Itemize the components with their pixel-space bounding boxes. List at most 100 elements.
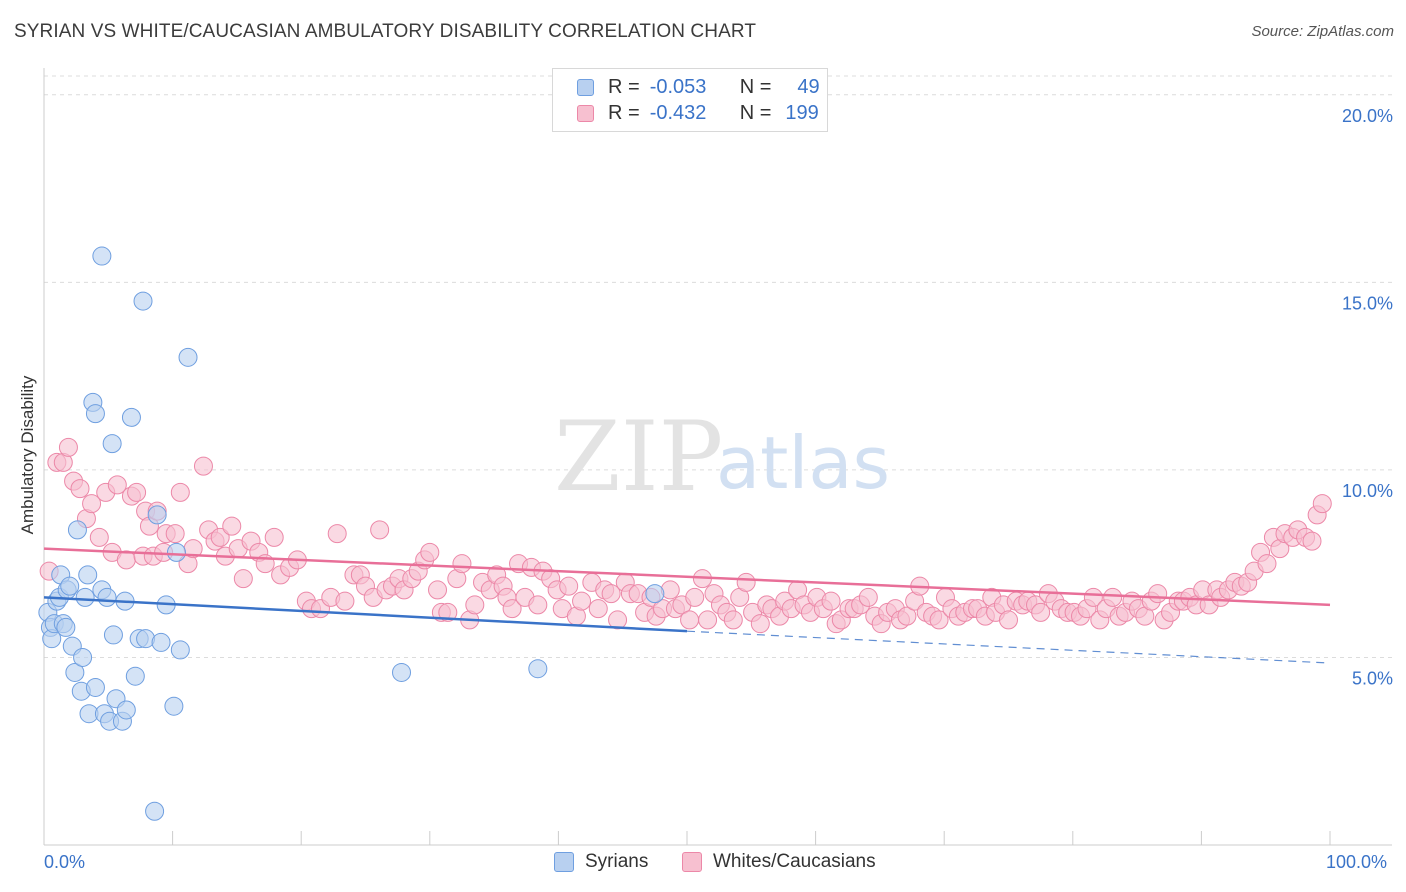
y-tick-label: 10.0% bbox=[1342, 481, 1393, 501]
legend-label-syrians: Syrians bbox=[585, 851, 649, 872]
series-legend: Syrians Whites/Caucasians bbox=[0, 851, 1406, 877]
syrian-point bbox=[125, 666, 145, 686]
syrian-point bbox=[85, 404, 105, 424]
syrian-point bbox=[116, 700, 136, 720]
white-point bbox=[1083, 587, 1103, 607]
legend-label-whites: Whites/Caucasians bbox=[713, 851, 876, 872]
syrian-point bbox=[528, 659, 548, 679]
syrian-point bbox=[147, 505, 167, 525]
white-point bbox=[1302, 531, 1322, 551]
white-point bbox=[58, 437, 78, 457]
legend-row-syrians: R = -0.053 N = 49 bbox=[577, 75, 820, 99]
x-tick-label-min: 0.0% bbox=[44, 852, 86, 872]
white-point bbox=[1312, 494, 1332, 514]
x-tick-label-max: 100.0% bbox=[1326, 852, 1388, 872]
correlation-legend: R = -0.053 N = 49 R = -0.432 N = 199 bbox=[552, 68, 828, 132]
white-point bbox=[736, 572, 756, 592]
white-point bbox=[1103, 587, 1123, 607]
syrian-point bbox=[151, 632, 171, 652]
legend-item-syrians: Syrians bbox=[554, 851, 648, 873]
white-point bbox=[1148, 584, 1168, 604]
white-point bbox=[897, 606, 917, 626]
trend-lines bbox=[43, 547, 1331, 664]
syrian-point bbox=[178, 347, 198, 367]
white-point bbox=[370, 520, 390, 540]
syrian-point bbox=[133, 291, 153, 311]
white-point bbox=[559, 576, 579, 596]
white-point bbox=[608, 610, 628, 630]
white-point bbox=[572, 591, 592, 611]
chart-title: SYRIAN VS WHITE/CAUCASIAN AMBULATORY DIS… bbox=[14, 21, 757, 42]
white-point bbox=[723, 610, 743, 630]
syrian-points bbox=[38, 246, 665, 821]
legend-r-label: R = bbox=[608, 101, 640, 124]
legend-item-whites: Whites/Caucasians bbox=[682, 851, 876, 873]
syrian-point bbox=[73, 647, 93, 667]
legend-r-label: R = bbox=[608, 75, 640, 98]
white-point bbox=[127, 482, 147, 502]
white-point bbox=[1031, 602, 1051, 622]
white-point bbox=[528, 595, 548, 615]
white-point bbox=[70, 479, 90, 499]
syrian-point bbox=[65, 662, 85, 682]
white-point bbox=[588, 599, 608, 619]
syrian-trend-extension bbox=[686, 630, 1331, 664]
white-point bbox=[1257, 554, 1277, 574]
y-tick-label: 15.0% bbox=[1342, 293, 1393, 313]
white-point bbox=[929, 610, 949, 630]
legend-n-label: N = bbox=[739, 75, 772, 98]
white-point bbox=[89, 527, 109, 547]
syrian-swatch bbox=[577, 78, 594, 96]
white-point bbox=[82, 494, 102, 514]
source-label: Source: ZipAtlas.com bbox=[1251, 23, 1394, 40]
white-point bbox=[999, 610, 1018, 630]
watermark: ZIP atlas bbox=[554, 401, 890, 513]
syrian-point bbox=[645, 584, 665, 604]
watermark-atlas: atlas bbox=[716, 421, 890, 505]
white-point bbox=[335, 591, 355, 611]
legend-n-value: 49 bbox=[797, 75, 820, 98]
white-point bbox=[107, 475, 127, 495]
white-point bbox=[428, 580, 448, 600]
syrian-point bbox=[67, 520, 87, 540]
white-point bbox=[502, 599, 522, 619]
white-point bbox=[264, 527, 284, 547]
watermark-zip: ZIP bbox=[554, 401, 723, 513]
white-point bbox=[698, 610, 718, 630]
white-point bbox=[233, 569, 253, 589]
white-point bbox=[165, 524, 185, 544]
white-point bbox=[420, 542, 440, 562]
y-tick-label: 5.0% bbox=[1352, 668, 1393, 688]
syrian-swatch bbox=[554, 852, 574, 872]
white-point bbox=[193, 456, 213, 476]
syrian-point bbox=[121, 407, 141, 427]
white-point bbox=[452, 554, 472, 574]
white-point bbox=[680, 610, 700, 630]
white-point bbox=[465, 595, 485, 615]
white-point bbox=[222, 516, 242, 536]
white-point bbox=[601, 584, 621, 604]
y-tick-label: 20.0% bbox=[1342, 106, 1393, 126]
white-point bbox=[750, 614, 770, 634]
white-point bbox=[858, 587, 878, 607]
white-point bbox=[438, 602, 458, 622]
syrian-point bbox=[166, 542, 186, 562]
legend-n-value: 199 bbox=[785, 101, 819, 124]
white-point bbox=[170, 482, 190, 502]
syrian-point bbox=[56, 617, 76, 637]
syrian-point bbox=[97, 587, 117, 607]
syrian-point bbox=[102, 434, 122, 454]
syrian-point bbox=[145, 801, 165, 821]
syrian-point bbox=[392, 662, 412, 682]
syrian-point bbox=[78, 565, 98, 585]
syrian-point bbox=[92, 246, 112, 266]
syrian-point bbox=[164, 696, 184, 716]
legend-row-whites: R = -0.432 N = 199 bbox=[577, 101, 819, 125]
white-swatch bbox=[682, 852, 702, 872]
y-tick-labels: 5.0% 10.0% 15.0% 20.0% bbox=[1342, 106, 1393, 689]
syrian-point bbox=[60, 576, 80, 596]
white-point bbox=[327, 524, 347, 544]
syrian-point bbox=[75, 587, 95, 607]
legend-n-label: N = bbox=[739, 101, 772, 124]
syrian-point bbox=[103, 625, 123, 645]
